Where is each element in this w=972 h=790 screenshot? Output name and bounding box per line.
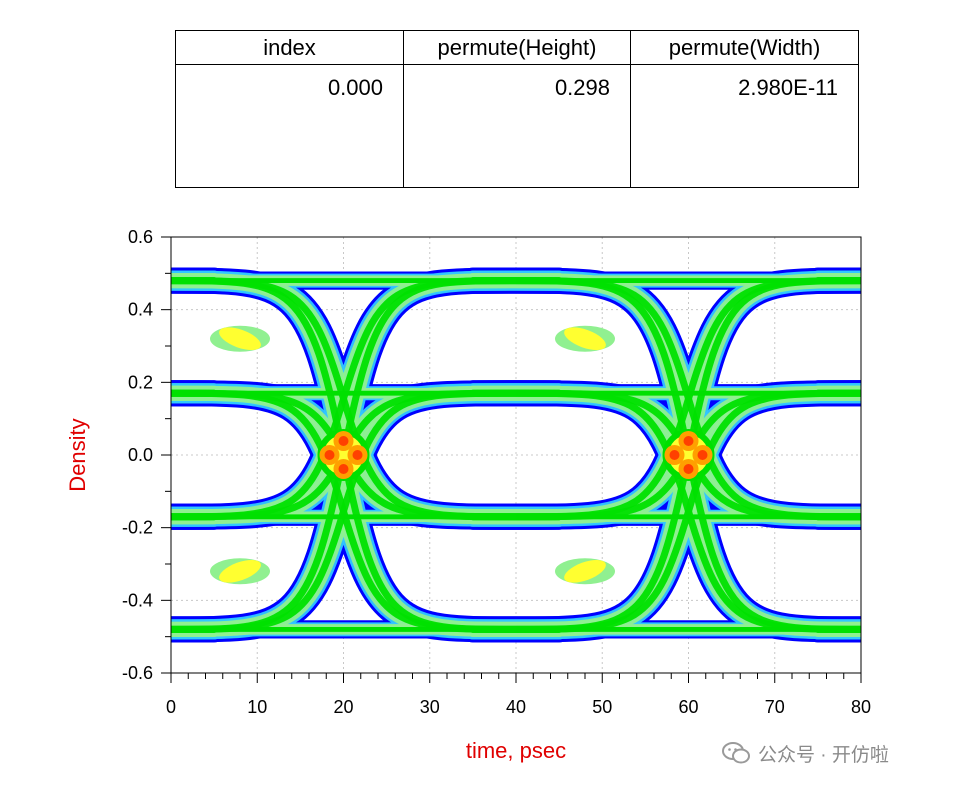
- density-hotspot: [219, 327, 261, 351]
- density-hotspot: [564, 559, 606, 583]
- crossing-peak: [323, 435, 364, 475]
- column-index: index 0.000: [176, 31, 404, 187]
- x-tick-label: 30: [420, 697, 440, 717]
- density-hotspot: [219, 559, 261, 583]
- x-tick-label: 60: [678, 697, 698, 717]
- density-hotspot: [564, 327, 606, 351]
- crossing-peak: [669, 450, 680, 460]
- wechat-icon: [722, 742, 750, 764]
- value-index: 0.000: [327, 75, 383, 100]
- header-permute-height: permute(Height): [404, 31, 630, 65]
- crossing-peak: [683, 436, 694, 446]
- x-tick-label: 0: [166, 697, 176, 717]
- y-tick-label: -0.4: [122, 590, 153, 610]
- y-tick-label: 0.6: [128, 227, 153, 247]
- crossing-peak: [697, 450, 708, 460]
- watermark: 公众号 · 开仿啦: [722, 738, 889, 768]
- column-permute-width: permute(Width) 2.980E-11: [631, 31, 858, 187]
- value-permute-width: 2.980E-11: [738, 75, 838, 100]
- density-traces: [171, 267, 861, 643]
- x-axis-label: time, psec: [466, 738, 566, 763]
- crossing-peak: [668, 435, 709, 475]
- crossing-peak: [352, 450, 363, 460]
- y-tick-label: 0.4: [128, 300, 153, 320]
- y-axis-label: Density: [65, 418, 90, 491]
- x-tick-label: 50: [592, 697, 612, 717]
- eye-transition-band: [469, 389, 861, 633]
- x-axis-ticks: 0 10 20 30 40 50 60 70 80: [166, 673, 871, 717]
- y-tick-label: -0.2: [122, 518, 153, 538]
- eye-transition-band: [171, 389, 563, 633]
- crossing-peak: [324, 450, 335, 460]
- y-axis-ticks: 0.6 0.4 0.2 0.0 -0.2 -0.4 -0.6: [122, 227, 171, 683]
- y-tick-label: 0.2: [128, 372, 153, 392]
- column-permute-height: permute(Height) 0.298: [404, 31, 631, 187]
- x-tick-label: 10: [247, 697, 267, 717]
- x-tick-label: 80: [851, 697, 871, 717]
- value-permute-height: 0.298: [554, 75, 610, 100]
- results-table: index 0.000 permute(Height) 0.298 permut…: [175, 30, 859, 188]
- crossing-peak: [338, 464, 349, 474]
- x-tick-label: 70: [765, 697, 785, 717]
- x-tick-label: 20: [333, 697, 353, 717]
- x-tick-label: 40: [506, 697, 526, 717]
- crossing-peak: [683, 464, 694, 474]
- y-tick-label: 0.0: [128, 445, 153, 465]
- y-tick-label: -0.6: [122, 663, 153, 683]
- header-permute-width: permute(Width): [631, 31, 858, 65]
- watermark-text: 公众号 · 开仿啦: [758, 744, 889, 766]
- crossing-peak: [338, 436, 349, 446]
- header-index: index: [176, 31, 403, 65]
